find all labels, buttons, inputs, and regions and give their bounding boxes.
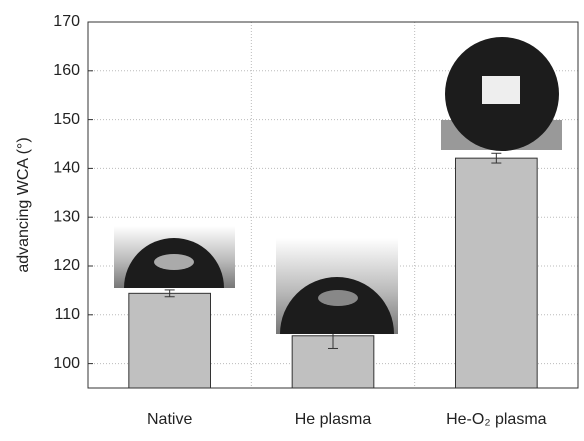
y-tick-label: 100 [53, 355, 80, 372]
error-bar [164, 289, 175, 298]
x-tick-label: He-O₂ plasma [446, 411, 547, 428]
droplet-native [114, 226, 235, 288]
y-tick-label: 150 [53, 111, 80, 128]
plot-frame [87, 21, 579, 389]
x-tick-label: He plasma [295, 411, 372, 428]
bar [455, 157, 538, 389]
error-bar [491, 152, 502, 164]
bar [128, 292, 211, 389]
droplet-he [276, 238, 398, 334]
droplet-images [114, 37, 562, 334]
droplet-heo2 [441, 37, 562, 151]
y-tick-label: 110 [54, 306, 80, 323]
y-tick-label: 120 [53, 257, 80, 274]
y-tick-label: 140 [53, 160, 80, 177]
y-tick-label: 170 [53, 13, 80, 30]
y-tick-label: 130 [53, 208, 80, 225]
y-axis-label: advancing WCA (°) [15, 137, 32, 272]
x-tick-label: Native [147, 411, 192, 428]
y-tick-label: 160 [53, 62, 80, 79]
